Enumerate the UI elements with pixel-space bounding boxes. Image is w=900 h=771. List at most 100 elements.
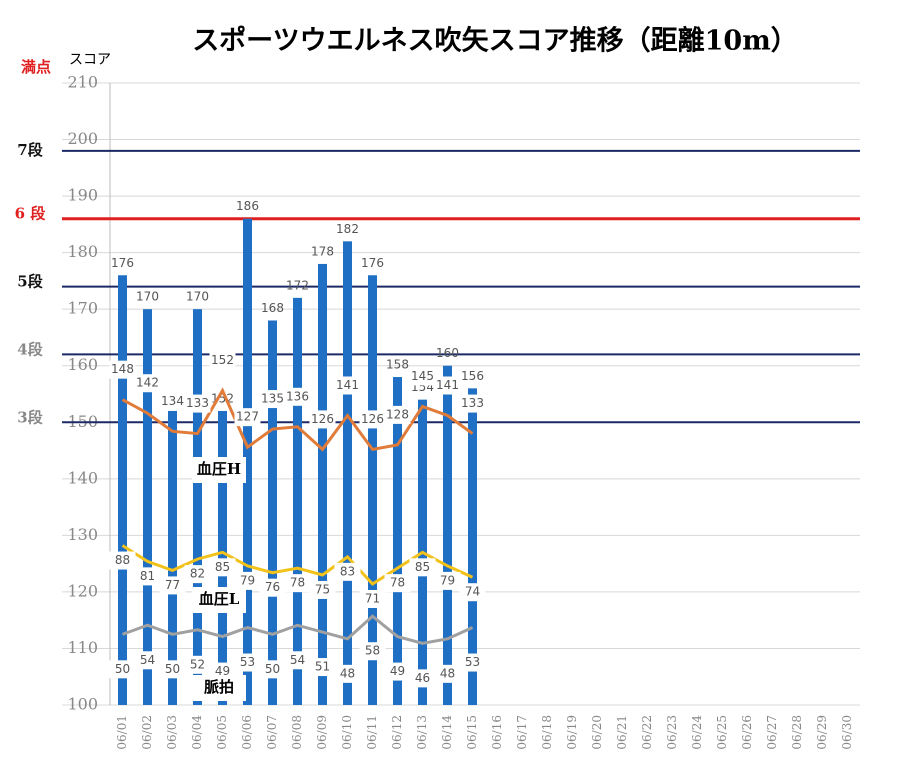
value-label-bg	[109, 360, 136, 379]
bar	[143, 309, 152, 705]
value-label-bg	[234, 408, 261, 427]
y-tick-label: 160	[67, 355, 98, 374]
line-value-label: 82	[190, 567, 205, 581]
series-label: 血圧H	[197, 460, 241, 478]
value-label-bg	[134, 567, 161, 586]
value-label-bg	[359, 589, 386, 608]
value-label-bg	[259, 660, 286, 679]
line-value-label: 49	[215, 664, 230, 678]
x-tick-label: 06/18	[540, 715, 554, 750]
line-value-label: 83	[340, 564, 355, 578]
value-label-bg	[284, 387, 311, 406]
bar	[368, 275, 377, 705]
bar-value-label: 186	[236, 199, 259, 213]
value-label-bg	[159, 576, 186, 595]
bar	[118, 275, 127, 705]
value-label-bg	[334, 376, 361, 395]
line-value-label: 128	[386, 407, 409, 421]
line-value-label: 54	[140, 653, 155, 667]
bar	[468, 388, 477, 705]
value-label-bg	[184, 565, 211, 584]
x-tick-label: 06/02	[140, 715, 154, 750]
line-value-label: 79	[240, 573, 255, 587]
line-value-label: 76	[265, 580, 280, 594]
series-label: 血圧L	[199, 590, 240, 608]
x-tick-label: 06/11	[365, 715, 379, 750]
level-label: 5段	[17, 273, 42, 291]
x-tick-label: 06/05	[215, 715, 229, 750]
line-value-label: 58	[365, 644, 380, 658]
line-value-label: 141	[436, 378, 459, 392]
value-label-bg	[359, 642, 386, 661]
value-label-bg	[309, 658, 336, 677]
bar-value-label: 172	[286, 278, 309, 292]
series-label-bg	[192, 675, 246, 701]
x-tick-label: 06/13	[415, 715, 429, 750]
line-value-label: 78	[390, 576, 405, 590]
value-label-bg	[209, 351, 236, 370]
x-tick-label: 06/26	[740, 715, 754, 750]
x-tick-label: 06/04	[190, 715, 204, 750]
x-tick-label: 06/22	[640, 715, 654, 750]
value-label-bg	[334, 562, 361, 581]
value-label-bg	[434, 571, 461, 590]
level-label: 3段	[17, 408, 42, 426]
line-value-label: 54	[290, 653, 305, 667]
line-value-label: 74	[465, 585, 480, 599]
bar	[293, 297, 302, 705]
bar	[318, 263, 327, 705]
line-value-label: 50	[165, 662, 180, 676]
value-label-bg	[184, 655, 211, 674]
value-label-bg	[134, 651, 161, 670]
value-label-bg	[284, 574, 311, 593]
line-value-label: 141	[336, 378, 359, 392]
x-tick-label: 06/12	[390, 715, 404, 750]
line-value-label: 142	[136, 376, 159, 390]
x-tick-label: 06/23	[665, 715, 679, 750]
value-label-bg	[234, 571, 261, 590]
line-value-label: 81	[140, 569, 155, 583]
x-tick-label: 06/24	[690, 715, 704, 750]
value-label-bg	[434, 664, 461, 683]
x-tick-label: 06/16	[490, 715, 504, 750]
value-label-bg	[409, 669, 436, 688]
line-value-label: 133	[461, 396, 484, 410]
line-value-label: 88	[115, 553, 130, 567]
x-tick-label: 06/28	[790, 715, 804, 750]
line-value-label: 51	[315, 660, 330, 674]
line-value-label: 126	[311, 412, 334, 426]
series-label-bg	[192, 587, 246, 613]
line-value-label: 79	[440, 573, 455, 587]
line-value-label: 48	[440, 666, 455, 680]
line-value-label: 134	[161, 394, 184, 408]
x-tick-label: 06/25	[715, 715, 729, 750]
line-value-label: 127	[236, 410, 259, 424]
level-label: 4段	[17, 340, 42, 358]
line-value-label: 71	[365, 591, 380, 605]
line-value-label: 53	[240, 655, 255, 669]
x-tick-label: 06/15	[465, 715, 479, 750]
line-value-label: 136	[286, 389, 309, 403]
value-label-bg	[134, 374, 161, 393]
bar-value-label: 178	[311, 244, 334, 258]
value-label-bg	[384, 574, 411, 593]
bar-value-label: 170	[136, 290, 159, 304]
bar-value-label: 158	[386, 358, 409, 372]
value-label-bg	[409, 367, 436, 386]
bar	[218, 410, 227, 705]
y-tick-label: 130	[67, 525, 98, 544]
line-value-label: 126	[361, 412, 384, 426]
value-label-bg	[284, 651, 311, 670]
line-value-label: 75	[315, 582, 330, 596]
line-value-label: 50	[115, 662, 130, 676]
value-label-bg	[109, 660, 136, 679]
x-tick-label: 06/08	[290, 715, 304, 750]
line-value-label: 52	[190, 657, 205, 671]
value-label-bg	[259, 578, 286, 597]
line-value-label: 85	[215, 560, 230, 574]
x-tick-label: 06/29	[815, 715, 829, 750]
bar	[243, 218, 252, 705]
bar-value-label: 182	[336, 222, 359, 236]
value-label-bg	[384, 662, 411, 681]
line-series	[121, 544, 474, 586]
